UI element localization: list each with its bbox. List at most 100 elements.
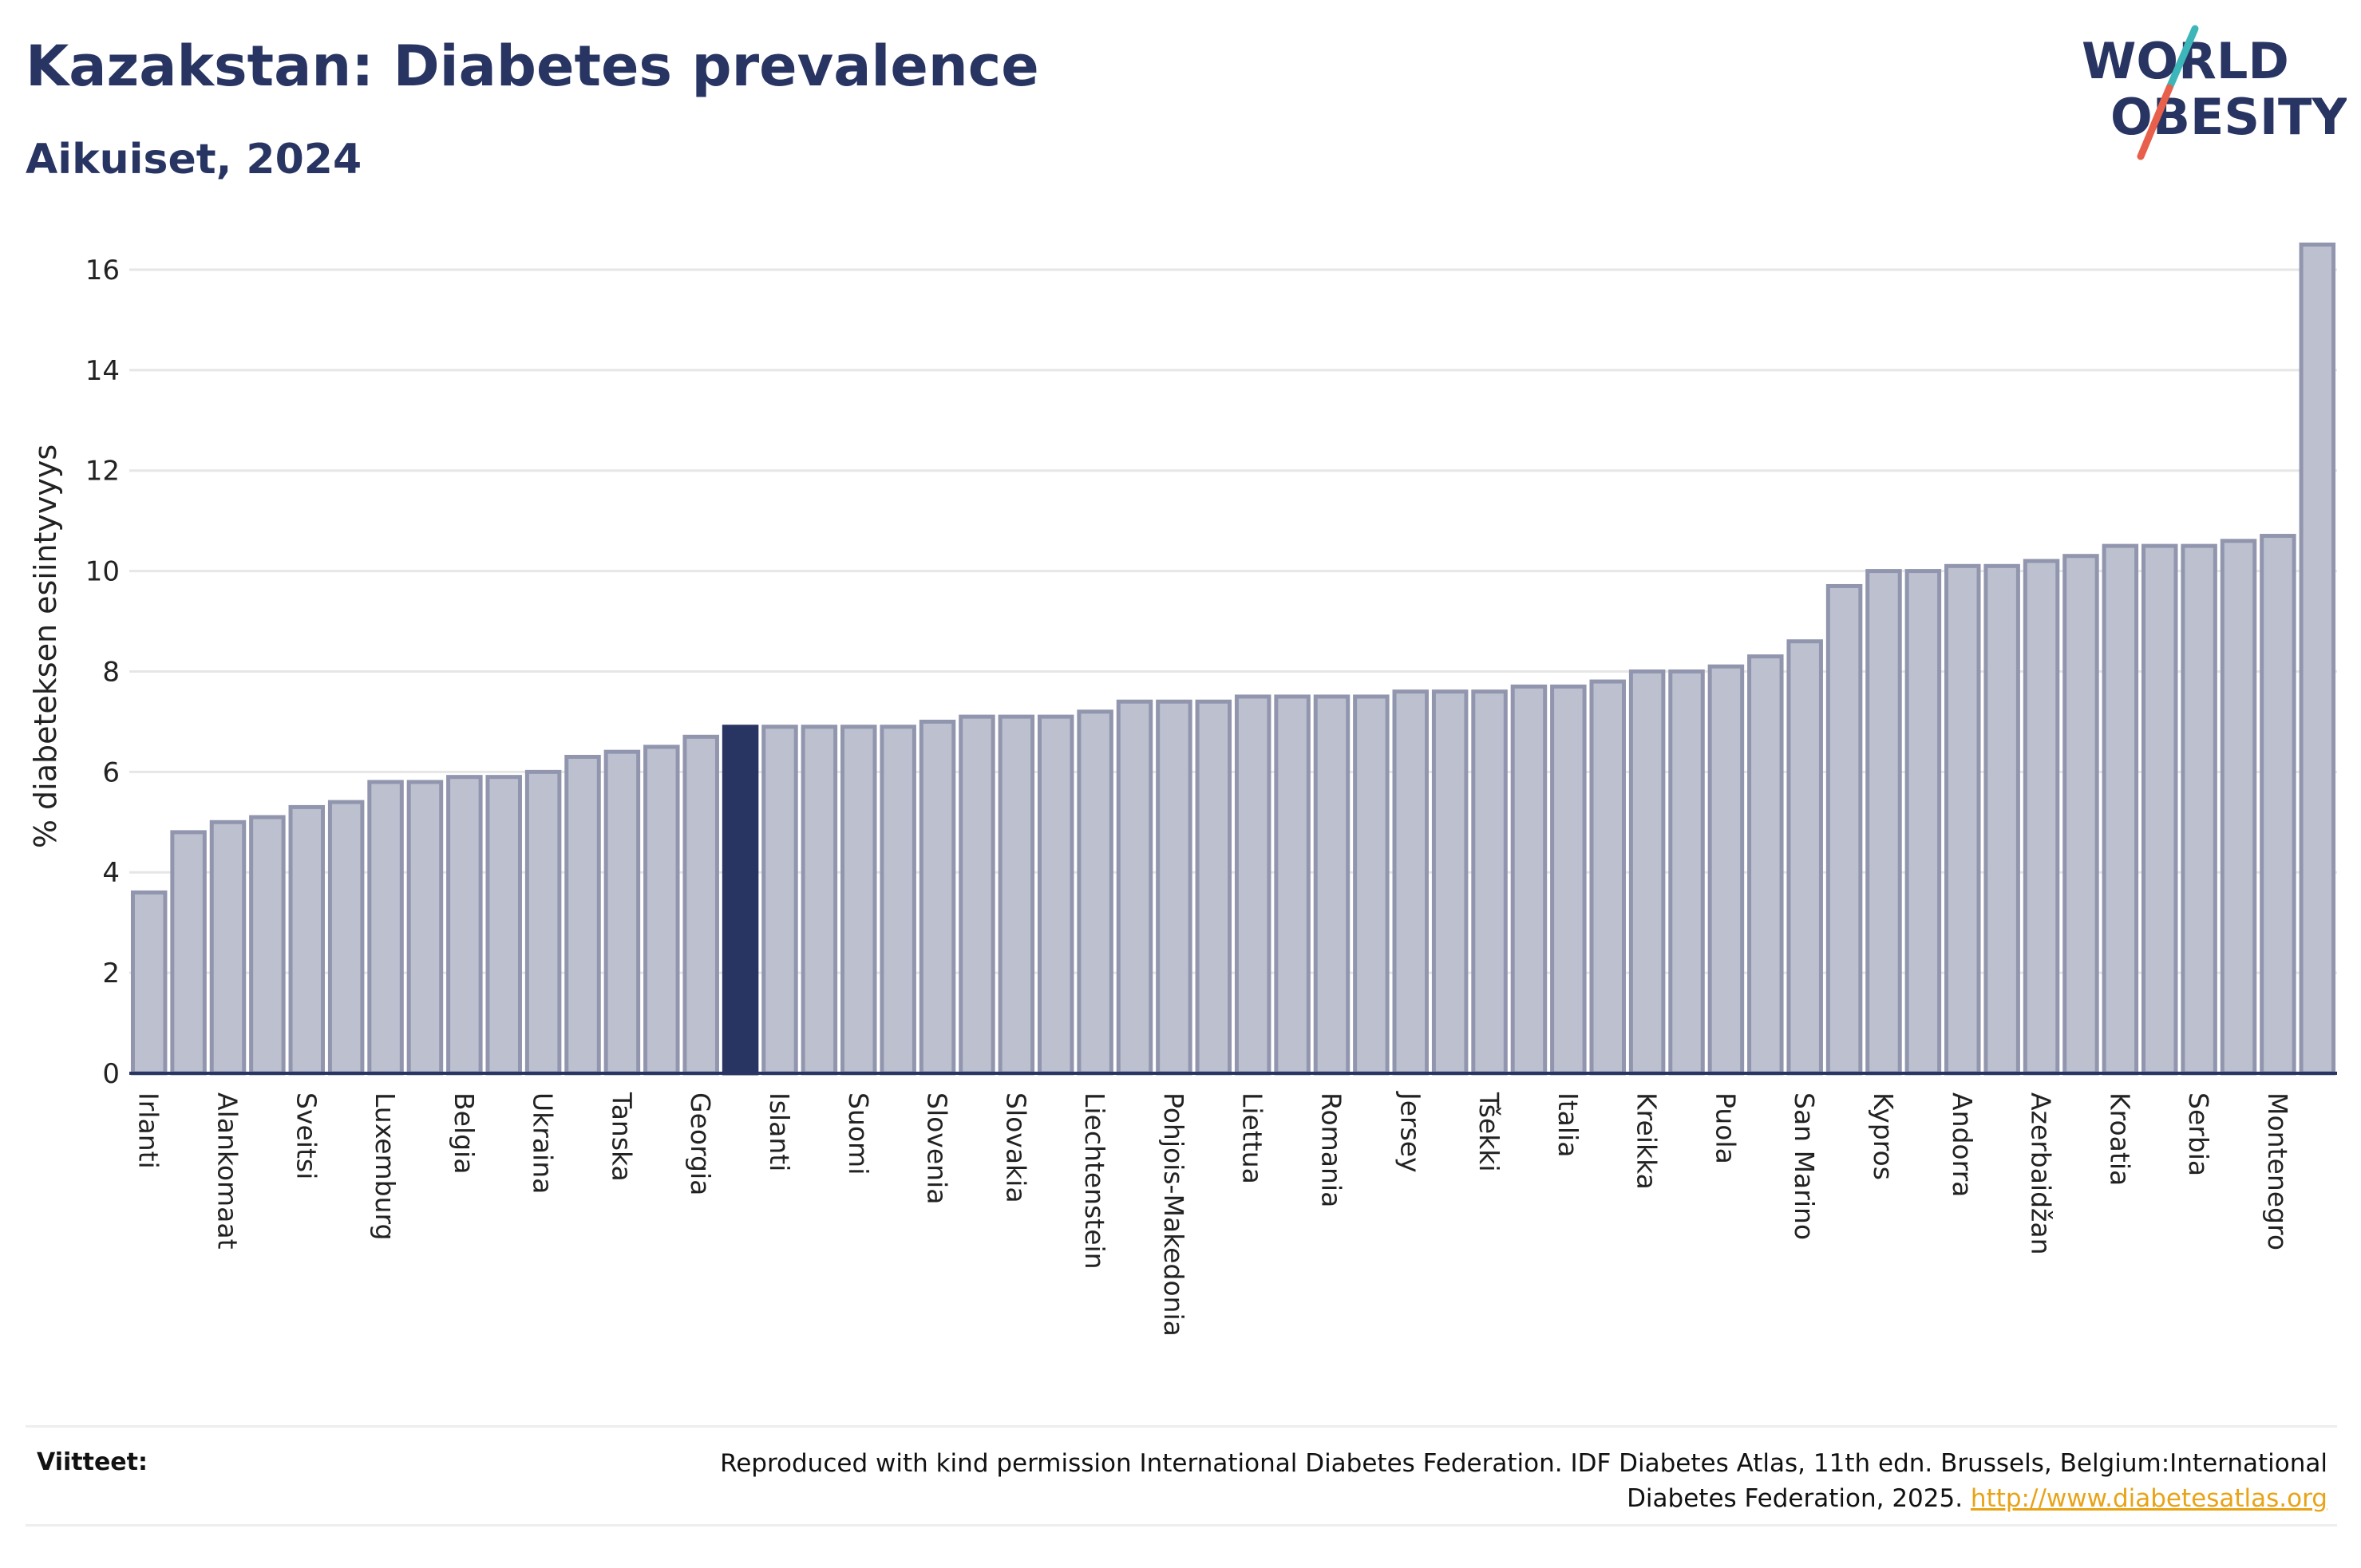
bar: [1865, 569, 1902, 1076]
bar: [880, 725, 916, 1076]
x-tick-label: Liettua: [1237, 1092, 1268, 1184]
x-tick-label: Sveitsi: [291, 1092, 322, 1179]
bar: [130, 890, 168, 1076]
bar: [1156, 699, 1192, 1076]
world-obesity-logo: WORLD OBESITY: [2082, 25, 2347, 160]
bar: [840, 725, 877, 1076]
bar: [2023, 559, 2060, 1076]
logo-slash-red: [2137, 84, 2173, 160]
x-tick-label: Andorra: [1947, 1092, 1978, 1197]
x-tick-label: San Marino: [1789, 1092, 1820, 1240]
x-tick-label: Italia: [1552, 1092, 1584, 1157]
x-tick-label: Luxemburg: [370, 1092, 401, 1240]
bar: [1786, 639, 1823, 1076]
footer-divider-bottom: [26, 1524, 2337, 1527]
x-tick-label: Serbia: [2183, 1092, 2214, 1176]
x-tick-label: Liechtenstein: [1079, 1092, 1110, 1270]
logo-slash-teal: [2165, 25, 2199, 92]
x-tick-label: Tšekki: [1473, 1092, 1505, 1172]
x-tick-label: Ukraina: [528, 1092, 559, 1194]
bar: [1747, 654, 1784, 1076]
bar: [406, 780, 444, 1076]
source-citation: Reproduced with kind permission Internat…: [639, 1446, 2327, 1516]
bar: [1707, 664, 1745, 1076]
x-tick-label: Suomi: [843, 1092, 874, 1175]
bar: [1471, 689, 1508, 1076]
x-tick-label: Puola: [1710, 1092, 1741, 1164]
bar: [1904, 569, 1942, 1076]
x-tick-label: Belgia: [449, 1092, 480, 1174]
y-axis-title: % diabeteksen esiintyvyys: [28, 444, 63, 848]
x-tick-label: Montenegro: [2262, 1092, 2293, 1250]
bar: [2220, 539, 2257, 1076]
bar: [603, 749, 641, 1076]
bar-highlight-kazakstan: [722, 725, 759, 1076]
bar: [1037, 714, 1074, 1076]
x-tick-label: Jersey: [1394, 1091, 1426, 1173]
bar: [327, 800, 365, 1076]
source-citation-text: Reproduced with kind permission Internat…: [720, 1449, 2327, 1513]
bar: [1392, 689, 1430, 1076]
bar: [367, 780, 404, 1076]
x-tick-label: Romania: [1315, 1092, 1347, 1207]
y-tick-label: 10: [85, 556, 120, 588]
bar: [643, 745, 680, 1076]
bar: [1234, 694, 1271, 1076]
bar: [1313, 694, 1351, 1076]
bar: [2102, 543, 2139, 1076]
y-tick-label: 16: [85, 255, 120, 286]
source-link[interactable]: http://www.diabetesatlas.org: [1970, 1484, 2327, 1513]
bar: [2141, 543, 2178, 1076]
y-tick-label: 6: [102, 756, 120, 788]
bar: [919, 719, 956, 1076]
y-tick-label: 8: [102, 656, 120, 688]
bar: [1628, 669, 1666, 1076]
bar: [801, 725, 838, 1076]
bar: [485, 775, 522, 1076]
x-tick-label: Islanti: [764, 1092, 795, 1171]
x-tick-label: Kypros: [1868, 1092, 1899, 1180]
bar: [209, 820, 247, 1076]
bar: [288, 804, 326, 1076]
x-tick-label: Slovenia: [922, 1092, 953, 1204]
x-tick-label: Irlanti: [133, 1092, 164, 1169]
chart-title: Kazakstan: Diabetes prevalence: [26, 34, 1039, 99]
y-tick-label: 12: [85, 456, 120, 488]
bar: [1944, 563, 1981, 1076]
bar: [761, 725, 798, 1076]
bar: [1550, 684, 1587, 1076]
x-axis-labels: Irlanti Alankomaat Sveitsi Luxemburg Belgia U…: [133, 1091, 2293, 1337]
x-tick-label: Georgia: [685, 1092, 716, 1195]
bar: [1077, 709, 1113, 1076]
bar: [446, 775, 483, 1076]
bar: [1431, 689, 1469, 1076]
y-tick-label: 4: [102, 857, 120, 889]
y-tick-label: 2: [102, 958, 120, 989]
y-tick-label: 14: [85, 355, 120, 387]
footer-divider-top: [26, 1425, 2337, 1428]
bar: [564, 754, 601, 1076]
bar: [1825, 583, 1863, 1076]
bars: [130, 242, 2336, 1076]
bar: [2181, 543, 2217, 1076]
bar: [998, 714, 1035, 1076]
x-tick-label: Alankomaat: [212, 1092, 243, 1250]
bar: [959, 714, 995, 1076]
chart-subtitle: Aikuiset, 2024: [26, 136, 362, 184]
bar: [2299, 242, 2336, 1076]
source-label: Viitteet:: [37, 1448, 148, 1476]
bar: [1274, 694, 1311, 1076]
x-tick-label: Tanska: [606, 1092, 637, 1182]
y-tick-label: 0: [102, 1058, 120, 1090]
x-tick-label: Kreikka: [1631, 1092, 1663, 1190]
bar: [1589, 679, 1626, 1076]
logo-word-world: WORLD: [2082, 32, 2289, 90]
bar: [1195, 699, 1232, 1076]
x-tick-label: Azerbaidžan: [2026, 1092, 2057, 1255]
bar: [682, 734, 719, 1076]
bar: [1510, 684, 1548, 1076]
bar: [1116, 699, 1153, 1076]
bar: [170, 830, 207, 1076]
bar: [1668, 669, 1705, 1076]
